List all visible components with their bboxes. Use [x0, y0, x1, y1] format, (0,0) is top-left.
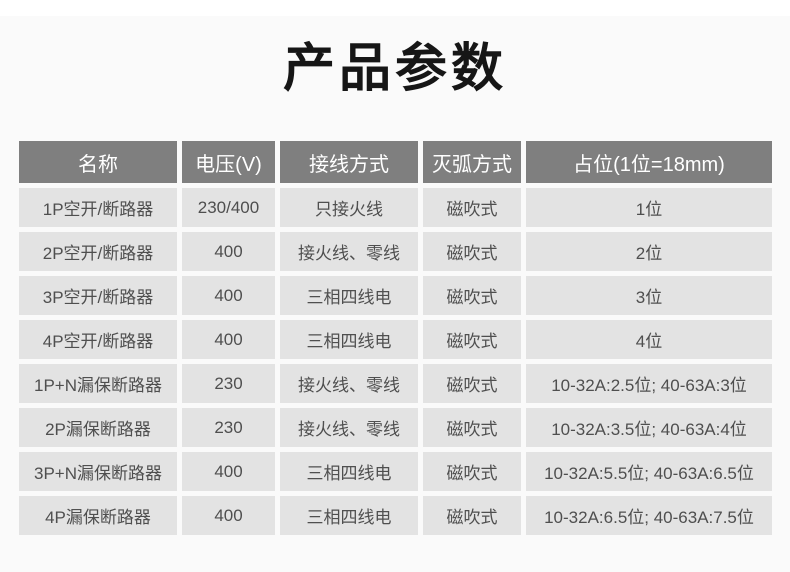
cell-wiring-method: 三相四线电: [280, 452, 418, 491]
cell-arc-extinguishing: 磁吹式: [423, 320, 521, 359]
cell-wiring-method: 三相四线电: [280, 320, 418, 359]
cell-name: 1P空开/断路器: [19, 188, 177, 227]
cell-occupancy: 10-32A:3.5位; 40-63A:4位: [526, 408, 772, 447]
cell-voltage: 400: [182, 232, 275, 271]
top-white-strip: [0, 0, 790, 16]
table-row: 4P漏保断路器 400 三相四线电 磁吹式 10-32A:6.5位; 40-63…: [19, 496, 772, 535]
cell-voltage: 400: [182, 276, 275, 315]
column-header-occupancy: 占位(1位=18mm): [526, 141, 772, 183]
cell-name: 4P空开/断路器: [19, 320, 177, 359]
cell-occupancy: 1位: [526, 188, 772, 227]
cell-name: 2P漏保断路器: [19, 408, 177, 447]
table-row: 4P空开/断路器 400 三相四线电 磁吹式 4位: [19, 320, 772, 359]
cell-arc-extinguishing: 磁吹式: [423, 188, 521, 227]
cell-voltage: 400: [182, 452, 275, 491]
cell-wiring-method: 只接火线: [280, 188, 418, 227]
column-header-arc-extinguishing: 灭弧方式: [423, 141, 521, 183]
cell-occupancy: 10-32A:6.5位; 40-63A:7.5位: [526, 496, 772, 535]
table-row: 2P空开/断路器 400 接火线、零线 磁吹式 2位: [19, 232, 772, 271]
cell-voltage: 230/400: [182, 188, 275, 227]
cell-arc-extinguishing: 磁吹式: [423, 232, 521, 271]
cell-name: 2P空开/断路器: [19, 232, 177, 271]
cell-name: 4P漏保断路器: [19, 496, 177, 535]
cell-occupancy: 3位: [526, 276, 772, 315]
cell-wiring-method: 三相四线电: [280, 496, 418, 535]
table-row: 1P+N漏保断路器 230 接火线、零线 磁吹式 10-32A:2.5位; 40…: [19, 364, 772, 403]
header-row: 名称 电压(V) 接线方式 灭弧方式 占位(1位=18mm): [19, 141, 772, 183]
cell-voltage: 230: [182, 408, 275, 447]
product-spec-table: 名称 电压(V) 接线方式 灭弧方式 占位(1位=18mm) 1P空开/断路器 …: [14, 136, 777, 540]
column-header-wiring-method: 接线方式: [280, 141, 418, 183]
cell-name: 3P+N漏保断路器: [19, 452, 177, 491]
table-row: 3P空开/断路器 400 三相四线电 磁吹式 3位: [19, 276, 772, 315]
cell-arc-extinguishing: 磁吹式: [423, 452, 521, 491]
cell-name: 1P+N漏保断路器: [19, 364, 177, 403]
table-row: 3P+N漏保断路器 400 三相四线电 磁吹式 10-32A:5.5位; 40-…: [19, 452, 772, 491]
cell-occupancy: 2位: [526, 232, 772, 271]
cell-wiring-method: 接火线、零线: [280, 232, 418, 271]
cell-arc-extinguishing: 磁吹式: [423, 408, 521, 447]
cell-occupancy: 10-32A:2.5位; 40-63A:3位: [526, 364, 772, 403]
cell-voltage: 400: [182, 496, 275, 535]
cell-wiring-method: 接火线、零线: [280, 408, 418, 447]
page-title: 产品参数: [282, 40, 507, 98]
cell-arc-extinguishing: 磁吹式: [423, 496, 521, 535]
cell-occupancy: 10-32A:5.5位; 40-63A:6.5位: [526, 452, 772, 491]
cell-voltage: 230: [182, 364, 275, 403]
cell-voltage: 400: [182, 320, 275, 359]
cell-name: 3P空开/断路器: [19, 276, 177, 315]
column-header-voltage: 电压(V): [182, 141, 275, 183]
cell-occupancy: 4位: [526, 320, 772, 359]
table-row: 2P漏保断路器 230 接火线、零线 磁吹式 10-32A:3.5位; 40-6…: [19, 408, 772, 447]
cell-arc-extinguishing: 磁吹式: [423, 276, 521, 315]
table-row: 1P空开/断路器 230/400 只接火线 磁吹式 1位: [19, 188, 772, 227]
cell-arc-extinguishing: 磁吹式: [423, 364, 521, 403]
column-header-name: 名称: [19, 141, 177, 183]
cell-wiring-method: 三相四线电: [280, 276, 418, 315]
cell-wiring-method: 接火线、零线: [280, 364, 418, 403]
